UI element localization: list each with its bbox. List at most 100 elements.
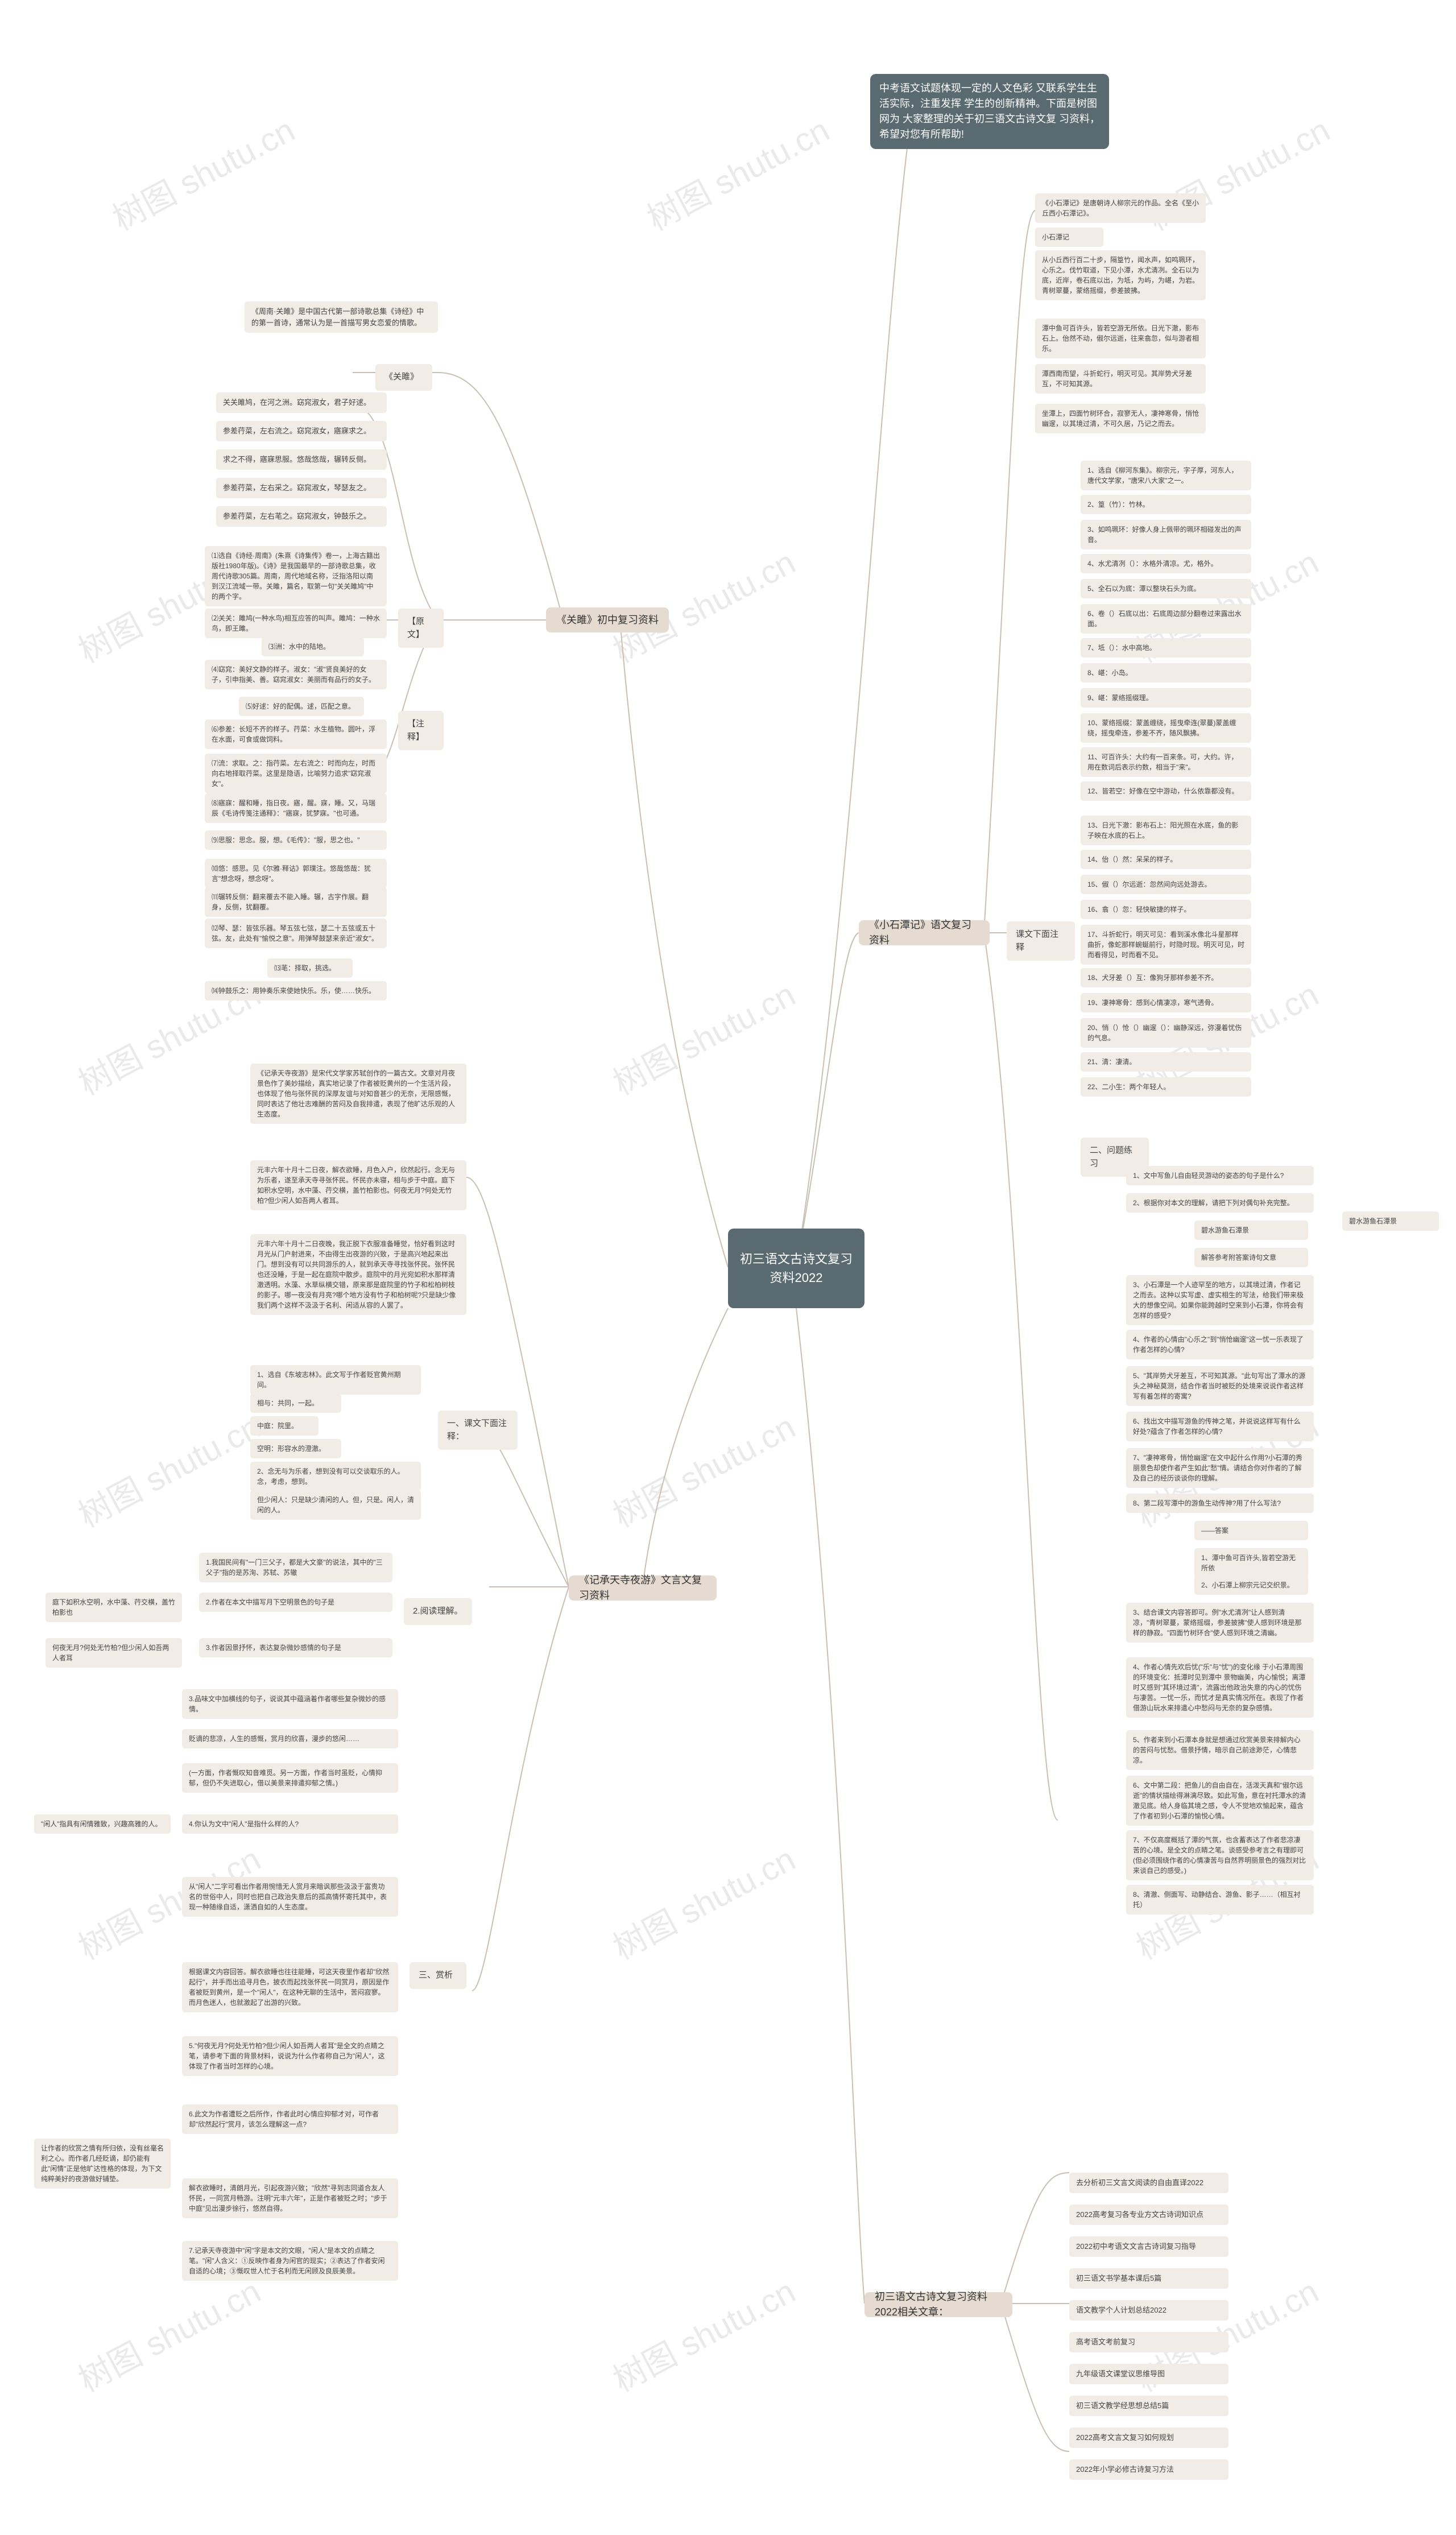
ct-app: 7.记承天寺夜游中"闲"字是本文的文眼，"闲人"是本文的点睛之笔。"闲"人含义：… — [182, 2241, 398, 2281]
branch-related: 初三语文古诗文复习资料2022相关文章： — [864, 2292, 1012, 2317]
xst-note: 20、悄（）怆（）幽邃（）：幽静深远，弥漫着忧伤的气息。 — [1081, 1018, 1251, 1048]
note-line: ⑺流：求取。之：指荇菜。左右流之：时而向左，时而向右地择取荇菜。这里是隐语，比喻… — [205, 754, 387, 793]
guanju-header: 《周南·关雎》是中国古代第一部诗歌总集《诗经》中的第一首诗，通常认为是一首描写男… — [245, 301, 438, 333]
xst-head2: 小石潭记 — [1035, 228, 1103, 247]
xst-head1: 《小石潭记》是唐朝诗人柳宗元的作品。全名《至小丘西小石潭记》。 — [1035, 193, 1206, 223]
ct-note: 但少闲人：只是缺少清闲的人。但，只是。闲人，清闲的人。 — [250, 1490, 421, 1520]
xst-qa: 5、"其岸势犬牙差互，不可知其源。"此句写出了潭水的源头之神秘莫测，结合作者当时… — [1126, 1366, 1314, 1406]
xst-qa: ——答案 — [1194, 1521, 1308, 1540]
xst-note: 13、日光下澈：影布石上：阳光照在水底，鱼的影子映在水底的石上。 — [1081, 816, 1251, 845]
xst-qa: 3、结合课文内容答即可。例"水尤清冽"让人感到清凉，"青树翠蔓，蒙络摇缀，参差披… — [1126, 1603, 1314, 1643]
ct-note: 1、选自《东坡志林》。此文写于作者贬官黄州期间。 — [250, 1365, 421, 1395]
note-line: ⑽悠：感思。见《尔雅·释诂》郭璞注。悠哉悠哉：犹言"想念呀，想念呀"。 — [205, 859, 387, 888]
ct-note: 2、念无与为乐者，想到没有可以交谈取乐的人。念，考虑，想到。 — [250, 1462, 421, 1491]
xst-qa: 2、根据你对本文的理解，请把下列对偶句补充完整。 — [1126, 1193, 1314, 1213]
xst-note: 16、翕（）忽：轻快敏捷的样子。 — [1081, 900, 1251, 919]
ct-app: 4.你认为文中"闲人"是指什么样的人? — [182, 1814, 398, 1834]
guanju-sub1: 《关雎》 — [375, 364, 432, 391]
related-article[interactable]: 2022高考复习各专业方文古诗词知识点 — [1069, 2205, 1228, 2225]
xst-note: 18、犬牙差（）互：像狗牙那样参差不齐。 — [1081, 968, 1251, 987]
original-line: 参差荇菜，左右采之。窈窕淑女，琴瑟友之。 — [216, 478, 387, 498]
related-article[interactable]: 初三语文教学经思想总结5篇 — [1069, 2396, 1228, 2416]
xst-note: 22、二小生：两个年轻人。 — [1081, 1077, 1251, 1097]
ct-read: 3.作者因景抒怀，表达复杂微妙感情的句子是 — [199, 1638, 392, 1657]
xst-qa: 6、找出文中描写游鱼的传神之笔，并说说这样写有什么好处?蕴含了作者怎样的心情? — [1126, 1412, 1314, 1441]
guanju-original-label: 【原文】 — [398, 609, 444, 648]
related-article[interactable]: 2022高考文言文复习如何规划 — [1069, 2428, 1228, 2448]
xst-note: 7、坻（）：水中高地。 — [1081, 638, 1251, 657]
xst-qa: 7、不仅高度概括了潭的气氛，也含蓄表达了作者悲凉凄苦的心境。是全文的点睛之笔。谈… — [1126, 1830, 1314, 1880]
xst-note: 12、皆若空：好像在空中游动，什么依靠都没有。 — [1081, 781, 1251, 801]
related-article[interactable]: 高考语文考前复习 — [1069, 2332, 1228, 2352]
xst-note: 4、水尤清冽（）：水格外清凉。尤，格外。 — [1081, 554, 1251, 573]
intro-box: 中考语文试题体现一定的人文色彩 又联系学生生活实际，注重发挥 学生的创新精神。下… — [870, 74, 1109, 149]
center-node: 初三语文古诗文复习资料2022 — [728, 1229, 864, 1308]
note-line: ⑻寤寐：醒和睡，指日夜。寤，醒。寐，睡。又，马瑞辰《毛诗传笺注通释》："寤寐，犹… — [205, 793, 387, 823]
note-line: ⑴选自《诗经·周南》(朱熹《诗集传》卷一，上海古籍出版社1980年版)。《诗》是… — [205, 546, 387, 606]
ct-app: 根据课文内容回答。解衣欲睡也往往能睡，可这天夜里作者却"欣然起行"，并手而出追寻… — [182, 1962, 398, 2012]
ct-app: 解衣欲睡时，清朗月光，引起夜游兴致；"欣然"寻到志同道合友人怀民，一同赏月畅游。… — [182, 2178, 398, 2218]
ct-appreciate-label: 三、赏析 — [410, 1962, 466, 1989]
ct-app: 让作者的欣赏之情有所归依，没有丝毫名利之心。而作者几经贬谪，却仍能有此"闲情"正… — [34, 2139, 171, 2189]
xst-qa: 3、小石潭是一个人迹罕至的地方，以其境过清，作者记之而去。这种以实写虚、虚实相生… — [1126, 1275, 1314, 1325]
note-line: ⑹参差：长短不齐的样子。荇菜：水生植物。圆叶，浮在水面，可食或做饲料。 — [205, 719, 387, 749]
ct-intro: 《记承天寺夜游》是宋代文学家苏轼创作的一篇古文。文章对月夜景色作了美妙描绘，真实… — [250, 1064, 466, 1124]
xst-qa-side: 碧水游鱼石潭景 — [1342, 1211, 1439, 1231]
xst-qa: 7、"凄神寒骨，悄怆幽邃"在文中起什么作用?小石潭的秀丽景色却使作者产生如此"愁… — [1126, 1448, 1314, 1488]
ct-reading-label: 2.阅读理解。 — [404, 1598, 472, 1625]
xst-note: 17、斗折蛇行，明灭可见：看到溪水像北斗星那样曲折，像蛇那样蜿蜒前行，时隐时现。… — [1081, 925, 1251, 965]
ct-para2: 元丰六年十月十二日夜晚，我正脱下衣服准备睡觉，恰好看到这时月光从门户射进来，不由… — [250, 1234, 466, 1315]
xst-qa: 1、文中写鱼儿自由轻灵游动的姿态的句子是什么? — [1126, 1166, 1314, 1185]
ct-notes-label: 一、课文下面注释： — [438, 1411, 518, 1450]
note-line: ⑷窈窕：美好文静的样子。淑女："淑"贤良美好的女子，引申指美、善。窈窕淑女：美丽… — [205, 660, 387, 689]
xst-note: 6、卷（）石底以出：石底周边部分翻卷过来露出水面。 — [1081, 604, 1251, 634]
xst-qa: 8、第二段写潭中的游鱼生动传神?用了什么写法? — [1126, 1494, 1314, 1513]
ct-app: 从"闲人"二字可看出作者用惋惜无人赏月来暗讽那些汲汲于富贵功名的世俗中人，同时也… — [182, 1877, 398, 1917]
ct-note: 相与：共同，一起。 — [250, 1393, 341, 1413]
note-line: ⒁钟鼓乐之：用钟奏乐来使她快乐。乐，使……快乐。 — [205, 981, 387, 1000]
xst-body: 潭西南而望，斗折蛇行，明灭可见。其岸势犬牙差互，不可知其源。 — [1035, 364, 1206, 394]
note-line: ⑵关关：雎鸠(一种水鸟)相互应答的叫声。雎鸠：一种水鸟，即王雎。 — [205, 609, 387, 638]
related-article[interactable]: 初三语文书学基本课后5篇 — [1069, 2268, 1228, 2289]
ct-para1: 元丰六年十月十二日夜，解衣欲睡，月色入户，欣然起行。念无与为乐者，遂至承天寺寻张… — [250, 1160, 466, 1210]
original-line: 求之不得，寤寐思服。悠哉悠哉，辗转反侧。 — [216, 449, 387, 470]
xst-note: 11、可百许头：大约有一百来条。可，大约。许，用在数词后表示约数，相当于"来"。 — [1081, 747, 1251, 777]
xst-qa: 6、文中第二段：把鱼儿的自由自在，活泼天真和"俶尔远逝"的情状描绘得淋漓尽致。如… — [1126, 1776, 1314, 1826]
ct-app: 3.品味文中加横线的句子，说说其中蕴涵着作者哪些复杂微妙的感情。 — [182, 1689, 398, 1719]
related-article[interactable]: 语文教学个人计划总结2022 — [1069, 2300, 1228, 2321]
related-article[interactable]: 2022年小学必修古诗复习方法 — [1069, 2459, 1228, 2480]
xst-body: 从小丘西行百二十步，隔篁竹，闻水声，如鸣珮环，心乐之。伐竹取道，下见小潭，水尤清… — [1035, 250, 1206, 300]
xst-note: 14、佁（）然：呆呆的样子。 — [1081, 850, 1251, 869]
note-line: ⑾辗转反侧：翻来覆去不能入睡。辗，古字作展。翻身，反侧，犹翻覆。 — [205, 887, 387, 917]
related-article[interactable]: 去分析初三文言文阅读的自由直译2022 — [1069, 2173, 1228, 2193]
note-line: ⑿琴、瑟：皆弦乐器。琴五弦七弦，瑟二十五弦或五十弦。友，此处有"愉悦之意"。用弹… — [205, 919, 387, 948]
xst-qa: 碧水游鱼石潭景 — [1194, 1221, 1308, 1240]
note-line: ⑶洲：水中的陆地。 — [262, 637, 364, 656]
ct-app: (一方面，作者慨叹知音难觅。另一方面，作者当时虽贬，心情抑郁，但仍不失进取心，借… — [182, 1763, 398, 1793]
ct-app: "闲人"指具有闲情雅致，兴趣高雅的人。 — [34, 1814, 171, 1834]
xst-note: 1、选自《柳河东集》。柳宗元，字子厚，河东人，唐代文学家，"唐宋八大家"之一。 — [1081, 461, 1251, 490]
xst-note: 10、蒙络摇缀：蒙盖缠绕，摇曳牵连(翠蔓)蒙盖缠绕，摇曳牵连，参差不齐，随风飘拂… — [1081, 713, 1251, 743]
ct-app: 贬谪的悲凉，人生的感慨，赏月的欣喜，漫步的悠闲…… — [182, 1729, 398, 1748]
related-article[interactable]: 九年级语文课堂议思维导图 — [1069, 2364, 1228, 2384]
original-line: 参差荇菜，左右流之。窈窕淑女，寤寐求之。 — [216, 421, 387, 441]
xst-note: 19、凄神寒骨：感到心情凄凉，寒气透骨。 — [1081, 993, 1251, 1012]
ct-note: 中庭：院里。 — [250, 1416, 318, 1436]
xst-qa: 2、小石潭上柳宗元记交织景。 — [1194, 1575, 1308, 1595]
xst-qa: 4、作者心情先欢后忧("乐"与"忧")的变化缘 于小石潭周围的环境变化：抵潭时见… — [1126, 1657, 1314, 1718]
xst-body: 坐潭上，四面竹树环合，寂寥无人，凄神寒骨，悄怆幽邃，以其境过清，不可久居，乃记之… — [1035, 404, 1206, 433]
branch-chengtian: 《记承天寺夜游》文言文复习资料 — [569, 1575, 717, 1601]
xst-body: 潭中鱼可百许头，皆若空游无所依。日光下澈，影布石上。佁然不动，俶尔远逝，往来翕忽… — [1035, 319, 1206, 358]
original-line: 关关雎鸠，在河之洲。窈窕淑女，君子好逑。 — [216, 392, 387, 413]
ct-read: 庭下如积水空明，水中藻、荇交横，盖竹柏影也 — [46, 1593, 182, 1622]
branch-guanju: 《关雎》初中复习资料 — [546, 607, 669, 632]
guanju-notes-label: 【注释】 — [398, 711, 444, 750]
original-line: 参差荇菜，左右芼之。窈窕淑女，钟鼓乐之。 — [216, 506, 387, 527]
xst-note: 5、全石以为底：潭以整块石头为底。 — [1081, 579, 1251, 598]
related-article[interactable]: 2022初中考语文文言古诗词复习指导 — [1069, 2236, 1228, 2257]
note-line: ⑸好逑：好的配偶。逑，匹配之意。 — [239, 697, 364, 716]
note-line: ⑼思服：思念。服，想。《毛传》："服，思之也。" — [205, 830, 387, 850]
xst-qa: 1、潭中鱼可百许头,皆若空游无所依 — [1194, 1548, 1308, 1578]
xst-note: 15、俶（）尔远逝：忽然间向远处游去。 — [1081, 875, 1251, 894]
xst-qa: 8、清澈、侧面写、动静结合、游鱼、影子……（相互衬托） — [1126, 1885, 1314, 1914]
